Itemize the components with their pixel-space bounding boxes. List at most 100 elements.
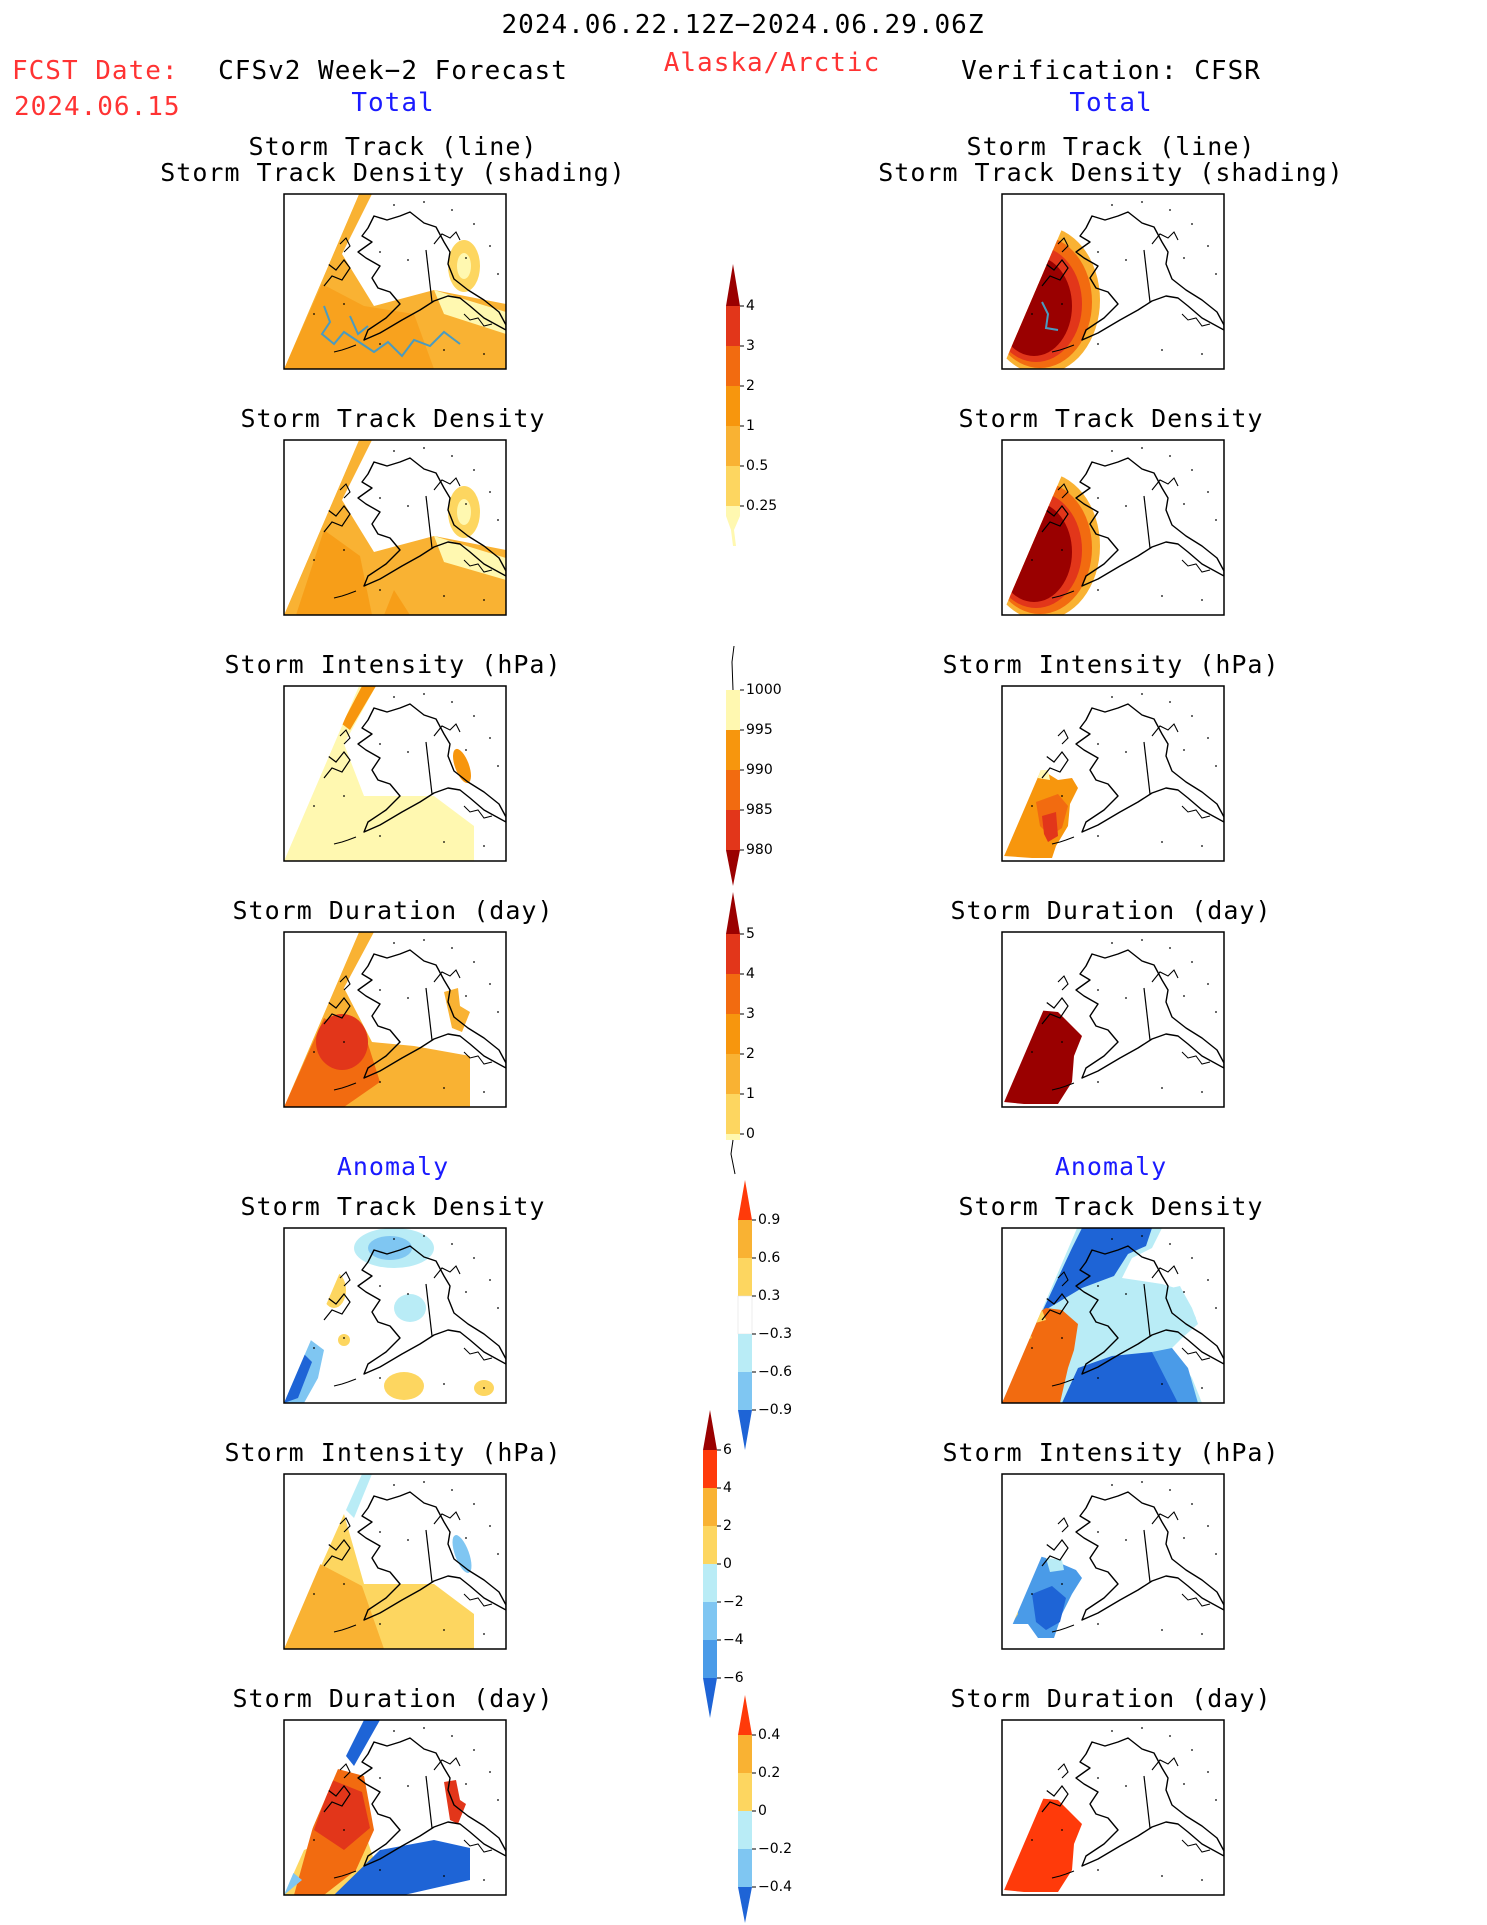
- cb4-cap-bottom: [738, 1410, 752, 1450]
- cb1-cap-top: [726, 264, 740, 306]
- cb5-bin: [703, 1640, 717, 1678]
- cb6-tick: 0: [758, 1803, 767, 1819]
- cb6-tick: −0.2: [758, 1841, 792, 1857]
- left-anomaly-label: Anomaly: [336, 1152, 450, 1181]
- colorbar-intensity-total: 1000 995 990 985 980: [726, 645, 782, 886]
- cb3-bin: [726, 1094, 740, 1134]
- left-p2-title: Storm Track Density: [240, 404, 546, 433]
- forecast-total-label: Total: [351, 88, 435, 118]
- cb1-bin: [726, 306, 740, 346]
- verification-total-label: Total: [1069, 88, 1153, 118]
- cb3-tick: 1: [746, 1086, 755, 1102]
- region-title: Alaska/Arctic: [663, 48, 881, 78]
- cb2-bin: [726, 810, 740, 850]
- right-p6-title: Storm Intensity (hPa): [942, 1438, 1280, 1467]
- date-range-title: 2024.06.22.12Z−2024.06.29.06Z: [501, 10, 985, 40]
- cb5-cap-top: [703, 1410, 717, 1450]
- cb5-tick: 6: [723, 1442, 732, 1458]
- left-p5-title: Storm Track Density: [240, 1192, 546, 1221]
- verification-column-title: Verification: CFSR: [961, 56, 1261, 86]
- cb4-bin: [738, 1334, 752, 1372]
- colorbar-duration-total: 5 4 3 2 1 0: [726, 892, 755, 1175]
- cb1-tick: 4: [746, 298, 755, 314]
- cb1-bin: [726, 346, 740, 386]
- forecast-density-map: [283, 439, 507, 616]
- cb4-cap-top: [738, 1180, 752, 1220]
- colorbar-density-anomaly: 0.9 0.6 0.3 −0.3 −0.6 −0.9: [737, 1180, 792, 1450]
- left-p7-title: Storm Duration (day): [232, 1684, 554, 1713]
- fcst-date-label: FCST Date:: [12, 56, 179, 86]
- cb5-bin: [703, 1602, 717, 1640]
- right-p1-title-shading: Storm Track Density (shading): [878, 158, 1344, 187]
- verification-storm-track-map: [1001, 193, 1225, 370]
- cb1-tick: 0.25: [746, 498, 777, 514]
- cb3-tick: 0: [746, 1126, 755, 1142]
- cb6-tick: 0.2: [758, 1765, 780, 1781]
- verification-density-anomaly-map: [1001, 1227, 1225, 1404]
- cb1-tick: 0.5: [746, 458, 768, 474]
- cb2-bin: [726, 770, 740, 810]
- cb4-bin: [737, 1295, 753, 1335]
- forecast-density-anomaly-map: [283, 1227, 507, 1404]
- cb4-bin: [738, 1220, 752, 1258]
- cb6-tick: −0.4: [758, 1879, 792, 1895]
- cb6-cap-bottom: [738, 1887, 752, 1923]
- cb4-tick: 0.9: [758, 1212, 780, 1228]
- cb1-tick: 3: [746, 338, 755, 354]
- verification-intensity-map: [1001, 685, 1225, 862]
- right-p7-title: Storm Duration (day): [950, 1684, 1272, 1713]
- cb5-tick: 0: [723, 1556, 732, 1572]
- cb6-bin: [738, 1773, 752, 1811]
- right-anomaly-label: Anomaly: [1054, 1152, 1168, 1181]
- cb1-tick: 1: [746, 418, 755, 434]
- cb5-tick: 4: [723, 1480, 732, 1496]
- cb2-tick: 985: [746, 802, 773, 818]
- cb4-tick: 0.6: [758, 1250, 780, 1266]
- verification-density-map: [1001, 439, 1225, 616]
- cb5-bin: [703, 1564, 717, 1602]
- right-p1-title-line: Storm Track (line): [966, 132, 1256, 161]
- forecast-intensity-anomaly-map: [283, 1473, 507, 1650]
- cb3-tick: 4: [746, 966, 755, 982]
- left-p1-title-shading: Storm Track Density (shading): [160, 158, 626, 187]
- cb2-tick: 1000: [746, 682, 782, 698]
- cb6-cap-top: [738, 1695, 752, 1735]
- cb1-bin: [726, 466, 740, 506]
- forecast-column-title: CFSv2 Week−2 Forecast: [218, 56, 568, 86]
- cb1-bin: [726, 386, 740, 426]
- left-p1-title-line: Storm Track (line): [248, 132, 538, 161]
- cb4-bin: [738, 1258, 752, 1296]
- cb6-bin: [738, 1811, 752, 1849]
- cb3-tick: 3: [746, 1006, 755, 1022]
- left-p4-title: Storm Duration (day): [232, 896, 554, 925]
- cb2-tick: 980: [746, 842, 773, 858]
- cb4-tick: −0.3: [758, 1326, 792, 1342]
- cb5-bin: [703, 1526, 717, 1564]
- right-p5-title: Storm Track Density: [958, 1192, 1264, 1221]
- cb6-bin: [738, 1849, 752, 1887]
- cb4-tick: −0.9: [758, 1402, 792, 1418]
- cb5-tick: −4: [723, 1632, 744, 1648]
- cb3-tick: 5: [746, 926, 755, 942]
- cb5-tick: −6: [723, 1670, 744, 1686]
- forecast-duration-map: [283, 931, 507, 1108]
- cb1-cap-bottom: [726, 506, 740, 546]
- right-p4-title: Storm Duration (day): [950, 896, 1272, 925]
- cb2-tick: 990: [746, 762, 773, 778]
- cb5-cap-bottom: [703, 1678, 717, 1718]
- right-p3-title: Storm Intensity (hPa): [942, 650, 1280, 679]
- colorbar-duration-anomaly: 0.4 0.2 0 −0.2 −0.4: [738, 1695, 792, 1923]
- cb3-bin: [726, 1054, 740, 1094]
- cb1-tick: 2: [746, 378, 755, 394]
- cb2-bin: [726, 690, 740, 730]
- cb4-tick: −0.6: [758, 1364, 792, 1380]
- fcst-date-value: 2024.06.15: [14, 92, 181, 122]
- cb6-bin: [738, 1735, 752, 1773]
- cb2-cap-bottom: [726, 850, 740, 886]
- cb5-bin: [703, 1450, 717, 1488]
- forecast-duration-anomaly-map: [283, 1719, 507, 1896]
- cb2-bin: [726, 730, 740, 770]
- cb6-tick: 0.4: [758, 1727, 780, 1743]
- cb3-bin: [726, 1014, 740, 1054]
- cb3-cap-bottom: [726, 1134, 740, 1140]
